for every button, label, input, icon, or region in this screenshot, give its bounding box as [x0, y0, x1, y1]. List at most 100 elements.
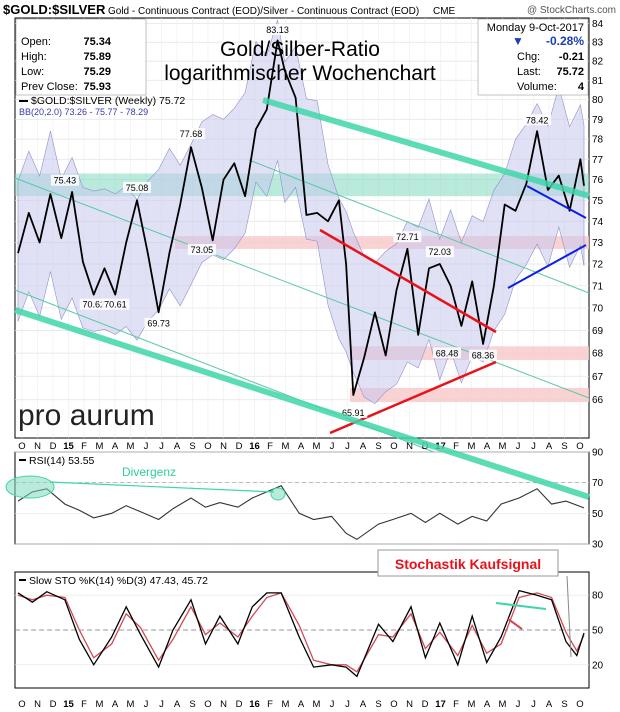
annotation-label: 75.43 [54, 176, 77, 186]
bottom-x-tick: 15 [63, 699, 74, 710]
stoch-panel: 20 50 80 Slow STO %K(14) %D(3) 47.43, 45.7… [14, 549, 604, 689]
stat-value: 75.89 [83, 51, 111, 63]
price-y-tick: 79 [592, 115, 604, 126]
price-x-tick: O [18, 441, 25, 452]
stoch-annotation: Stochastik Kaufsignal [395, 556, 541, 572]
price-x-tick: D [236, 441, 243, 452]
bottom-x-tick: 16 [249, 699, 260, 710]
stoch-panel-frame [14, 571, 590, 689]
price-x-tick: M [499, 441, 507, 452]
price-x-tick: J [345, 441, 350, 452]
price-y-tick: 77 [592, 155, 604, 166]
stats-left: Open: 75.34 High: 75.89 Low: 75.29 Prev Close:… [21, 36, 112, 93]
price-x-tick: 16 [249, 441, 260, 452]
stat-value: 75.93 [83, 81, 111, 93]
bottom-x-tick: S [561, 699, 567, 710]
stat-value: 75.29 [83, 66, 111, 78]
bottom-x-tick: N [220, 699, 227, 710]
stoch-y-axis: 20 50 80 [592, 591, 604, 672]
stat-label: Low: [21, 66, 44, 78]
chart-subtitle: logarithmischer Wochenchart [164, 62, 436, 85]
annotation-box [187, 244, 216, 256]
price-panel: 75.43 75.08 77.68 70.62 70.61 69.73 73.05 83.13… [14, 17, 604, 513]
bottom-x-tick: A [546, 699, 553, 710]
rsi-legend: RSI(14) 53.55 [29, 455, 95, 467]
bottom-x-tick: A [484, 699, 491, 710]
rsi-panel: 30 50 70 90 RSI(14) 53.55 Divergenz [5, 448, 604, 551]
price-x-tick: A [174, 441, 181, 452]
rsi-y-tick: 30 [592, 540, 604, 551]
bottom-x-tick: M [127, 699, 135, 710]
divergence-line [49, 481, 275, 493]
price-y-tick: 74 [592, 217, 604, 228]
stat-label: High: [21, 51, 47, 63]
annotation-box [101, 298, 130, 310]
price-x-tick: N [406, 441, 413, 452]
rsi-series [5, 475, 585, 541]
price-x-tick: F [267, 441, 273, 452]
bottom-x-tick: A [360, 699, 367, 710]
blue-resistance-line [526, 185, 587, 219]
bottom-x-tick: J [330, 699, 335, 710]
legend-bb: BB(20,2.0) 73.26 - 75.77 - 78.29 [19, 107, 148, 117]
price-y-tick: 80 [592, 95, 604, 106]
price-x-tick: M [313, 441, 321, 452]
bottom-x-tick: D [236, 699, 243, 710]
stat-label: Chg: [517, 51, 540, 63]
annotation-box [339, 406, 368, 418]
price-x-tick: A [360, 441, 367, 452]
bottom-x-tick: M [499, 699, 507, 710]
stat-label: Open: [21, 36, 51, 48]
rsi-annotation: Divergenz [122, 465, 176, 479]
bottom-x-tick: J [531, 699, 536, 710]
chart-title: Gold/Silber-Ratio [220, 38, 380, 61]
bottom-x-axis: O N D 15 F M A M J J A S O N D 16 F M A M J J A S O N D 17 F M A M J J A S O [18, 699, 583, 710]
annotation-label: 83.13 [266, 25, 289, 35]
price-y-axis: 66 67 68 69 70 71 72 73 74 75 76 77 78 79 80 81 82 83 84 [592, 19, 604, 406]
price-x-tick: M [468, 441, 476, 452]
price-x-tick: S [561, 441, 567, 452]
bottom-x-tick: O [390, 699, 397, 710]
stoch-annotation-box [377, 549, 559, 577]
rsi-grid [15, 451, 589, 545]
stoch-k-line [17, 589, 585, 678]
watermark-logo: pro aurum [18, 399, 155, 432]
channel-thin-line [248, 159, 590, 294]
bottom-x-tick: M [468, 699, 476, 710]
annotation-box [433, 347, 462, 359]
bottom-x-tick: A [174, 699, 181, 710]
bottom-x-tick: O [576, 699, 583, 710]
channel-upper-thick [262, 97, 590, 199]
stoch-y-tick: 50 [592, 626, 604, 637]
annotation-box [425, 246, 454, 258]
change-arrow-icon: ▼ [512, 34, 524, 48]
bottom-x-tick: N [34, 699, 41, 710]
price-y-tick: 72 [592, 260, 604, 271]
bottom-x-tick: D [422, 699, 429, 710]
rsi-y-tick: 50 [592, 509, 604, 520]
bottom-x-tick: M [282, 699, 290, 710]
bottom-x-tick: O [18, 699, 25, 710]
stats-box-right [477, 18, 589, 96]
annotation-label: 72.03 [429, 247, 452, 257]
price-x-tick: F [453, 441, 459, 452]
price-y-tick: 76 [592, 175, 604, 186]
stoch-series [17, 575, 585, 678]
price-x-tick: A [112, 441, 119, 452]
symbol-description: Gold - Continuous Contract (EOD)/Silver … [108, 6, 419, 17]
price-y-tick: 75 [592, 196, 604, 207]
price-y-tick: 66 [592, 395, 604, 406]
price-y-tick: 81 [592, 76, 604, 87]
price-y-tick: 83 [592, 38, 604, 49]
price-x-tick: F [81, 441, 87, 452]
price-x-tick: J [159, 441, 164, 452]
annotation-box [523, 114, 552, 126]
annotation-label: 70.61 [104, 300, 127, 310]
annotation-box [122, 181, 151, 193]
bottom-x-tick: J [345, 699, 350, 710]
stoch-y-tick: 20 [592, 660, 604, 671]
price-x-tick: N [220, 441, 227, 452]
bottom-x-tick: 17 [435, 699, 446, 710]
price-y-tick: 69 [592, 326, 604, 337]
credit-label: @ StockCharts.com [527, 5, 616, 16]
